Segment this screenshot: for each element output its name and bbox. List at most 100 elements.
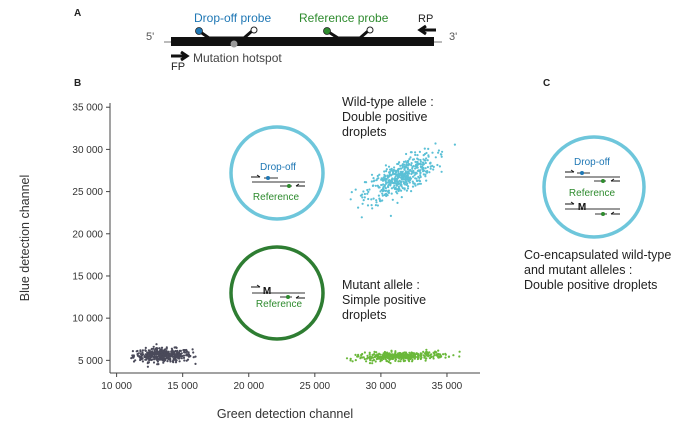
wildtype-droplet xyxy=(396,162,399,166)
y-tick-label: 35 000 xyxy=(72,103,103,114)
mutant-droplet xyxy=(354,353,357,356)
negative-droplet xyxy=(176,355,179,358)
wildtype-droplet xyxy=(395,180,398,183)
mutant-droplet xyxy=(368,362,372,365)
negative-droplet xyxy=(162,356,165,359)
wildtype-droplet xyxy=(395,188,398,191)
reference-probe-shape xyxy=(326,29,369,40)
three-prime-label: 3' xyxy=(449,31,457,43)
mutant-droplet xyxy=(406,355,409,358)
negative-droplet xyxy=(172,352,175,355)
wildtype-droplet xyxy=(396,175,399,178)
mutant-droplet xyxy=(385,359,388,363)
reference-fluorophore-icon xyxy=(323,27,331,35)
wildtype-droplet xyxy=(434,156,437,159)
negative-droplet xyxy=(147,361,150,364)
negative-droplet xyxy=(139,352,143,356)
negative-droplet xyxy=(164,359,167,362)
mutant-droplet xyxy=(390,349,393,352)
mutant-droplet xyxy=(354,359,357,362)
forward-primer-arrow-icon xyxy=(171,50,190,62)
wildtype-droplet xyxy=(415,177,418,180)
wildtype-droplet xyxy=(413,182,416,185)
panel-c-blue-dot-icon xyxy=(580,171,584,175)
reference-quencher-icon xyxy=(366,26,374,34)
mutant-droplet xyxy=(380,359,383,362)
panel-c-caption-3: Double positive droplets xyxy=(524,278,657,292)
x-axis: 10 000 15 000 20 000 25 000 30 000 35 000 xyxy=(101,372,480,392)
wildtype-droplet xyxy=(410,190,413,193)
negative-droplet xyxy=(159,353,162,356)
reverse-primer-arrow-icon xyxy=(417,24,436,36)
wildtype-droplet xyxy=(361,193,364,196)
negative-droplet xyxy=(155,358,158,361)
wildtype-droplet xyxy=(391,198,394,201)
wildtype-droplet xyxy=(407,172,410,175)
wildtype-droplet xyxy=(398,187,401,190)
wildtype-droplet xyxy=(400,180,403,184)
wildtype-droplet xyxy=(405,189,408,192)
negative-droplet xyxy=(138,356,141,359)
mutant-droplet xyxy=(435,351,438,354)
negative-droplet xyxy=(163,351,166,354)
wildtype-droplet xyxy=(381,177,384,180)
mutant-label-2: Simple positive xyxy=(342,293,426,307)
mutant-droplet xyxy=(349,359,352,362)
wildtype-droplet xyxy=(414,171,417,174)
wildtype-droplet xyxy=(392,186,395,189)
wildtype-droplet xyxy=(405,163,408,166)
dropoff-fluorophore-icon xyxy=(195,27,203,35)
mutant-droplet xyxy=(439,353,442,356)
wildtype-droplet xyxy=(366,192,369,195)
panel-a-label: A xyxy=(74,8,81,19)
wildtype-droplet xyxy=(394,175,397,178)
wildtype-droplet xyxy=(372,184,375,187)
inset-mut-reference-label: Reference xyxy=(256,299,303,310)
y-tick-label: 15 000 xyxy=(72,271,103,282)
x-tick-label: 30 000 xyxy=(366,381,397,392)
negative-droplet xyxy=(170,347,173,350)
mutant-droplet xyxy=(437,356,440,359)
wildtype-droplet xyxy=(390,169,393,172)
negative-droplet xyxy=(148,354,151,357)
wildtype-droplet xyxy=(441,150,444,153)
wildtype-droplet xyxy=(424,167,427,170)
mutant-droplet xyxy=(387,360,390,364)
mutant-droplet xyxy=(373,355,377,358)
negative-droplet xyxy=(147,352,150,355)
wildtype-droplet xyxy=(363,192,366,196)
negative-droplet xyxy=(131,354,134,357)
wildtype-droplet xyxy=(389,182,392,185)
wildtype-droplet xyxy=(372,177,375,180)
negative-droplet xyxy=(185,348,188,352)
panel-c-label: C xyxy=(543,78,550,89)
wildtype-label-3: droplets xyxy=(342,125,386,139)
dropoff-probe-label: Drop-off probe xyxy=(194,11,271,25)
wildtype-droplet xyxy=(398,172,402,175)
reference-probe-label: Reference probe xyxy=(299,11,389,25)
negative-droplet xyxy=(162,361,165,364)
negative-droplet xyxy=(165,350,168,353)
negative-droplet xyxy=(166,360,169,363)
y-tick-label: 5 000 xyxy=(78,356,103,367)
wildtype-droplet xyxy=(424,175,427,178)
wildtype-droplet xyxy=(429,167,432,170)
negative-droplet xyxy=(162,353,165,356)
negative-droplet xyxy=(144,346,147,349)
negative-droplet xyxy=(165,347,168,350)
wildtype-droplet xyxy=(422,166,425,170)
dropoff-quencher-icon xyxy=(250,26,258,34)
negative-droplet xyxy=(139,349,142,352)
mutant-droplet xyxy=(363,358,366,361)
wildtype-droplet xyxy=(375,199,378,202)
wildtype-droplet xyxy=(406,187,410,190)
mutant-droplet xyxy=(411,355,414,358)
mutant-droplet xyxy=(424,359,427,362)
wildtype-droplet xyxy=(396,201,399,204)
wildtype-droplet xyxy=(419,158,422,162)
mutant-droplet xyxy=(363,351,366,354)
negative-droplet xyxy=(160,346,164,349)
x-tick-label: 20 000 xyxy=(233,381,264,392)
wildtype-droplet xyxy=(363,196,366,199)
